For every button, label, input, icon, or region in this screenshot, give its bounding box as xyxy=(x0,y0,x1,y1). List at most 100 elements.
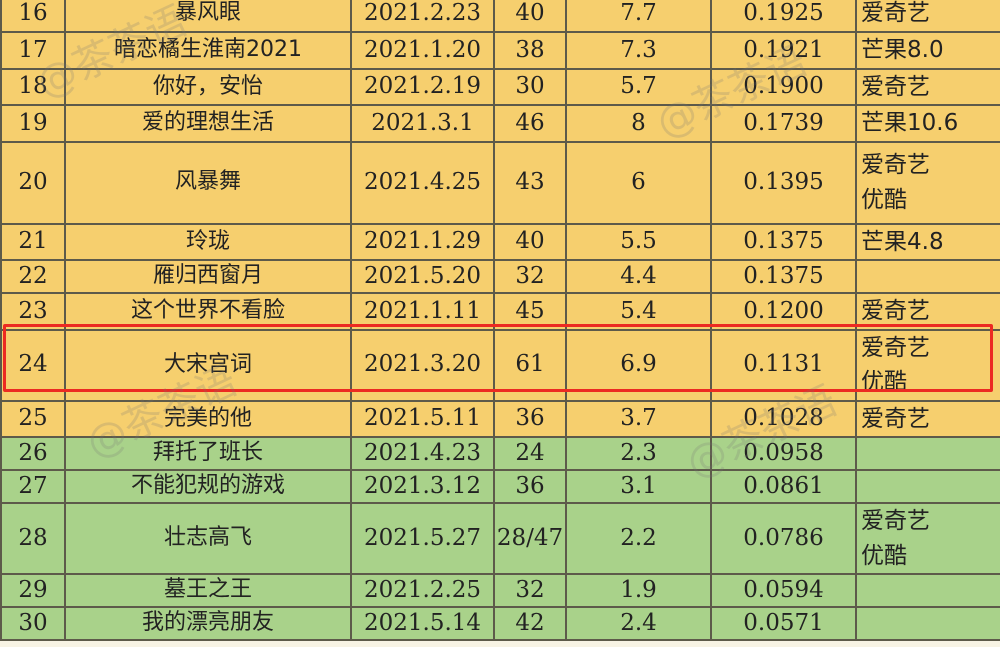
ratio-cell: 0.1375 xyxy=(710,259,857,294)
platform-label: 爱奇艺 xyxy=(861,298,930,324)
title-cell: 这个世界不看脸 xyxy=(64,292,352,331)
platform-cell xyxy=(855,259,1000,294)
rank-cell: 24 xyxy=(0,328,66,402)
table-row: 29 墓王之王 2021.2.25 32 1.9 0.0594 xyxy=(0,573,1000,608)
table-row: 17 暗恋橘生淮南2021 2021.1.20 38 7.3 0.1921 芒果8.0 xyxy=(0,31,1000,70)
table-row: 30 我的漂亮朋友 2021.5.14 42 2.4 0.0571 xyxy=(0,606,1000,641)
date-cell: 2021.2.19 xyxy=(350,67,495,106)
score-cell: 5.5 xyxy=(565,222,712,261)
title-cell: 雁归西窗月 xyxy=(64,259,352,294)
rank-cell: 28 xyxy=(0,502,66,575)
ratio-cell: 0.1028 xyxy=(710,399,857,438)
score-cell: 2.3 xyxy=(565,436,712,471)
platform-cell: 爱奇艺 xyxy=(855,399,1000,438)
title-cell: 大宋宫词 xyxy=(64,328,352,402)
title-cell: 暴风眼 xyxy=(64,0,352,33)
table-row: 25 完美的他 2021.5.11 36 3.7 0.1028 爱奇艺 xyxy=(0,399,1000,438)
date-cell: 2021.3.1 xyxy=(350,104,495,143)
date-cell: 2021.1.11 xyxy=(350,292,495,331)
platform-label: 爱奇艺 xyxy=(861,73,930,100)
platform-cell: 爱奇艺 优酷 xyxy=(855,328,1000,402)
platform-cell xyxy=(855,436,1000,471)
platform-label: 爱奇艺 xyxy=(861,0,930,27)
ratio-cell: 0.1395 xyxy=(710,140,857,225)
table-row: 16 暴风眼 2021.2.23 40 7.7 0.1925 爱奇艺 xyxy=(0,0,1000,33)
date-cell: 2021.5.20 xyxy=(350,259,495,294)
episodes-cell: 46 xyxy=(493,104,567,143)
title-cell: 壮志高飞 xyxy=(64,502,352,575)
ratio-cell: 0.1200 xyxy=(710,292,857,331)
platform-label: 芒果8.0 xyxy=(861,37,944,63)
platform-label: 优酷 xyxy=(861,542,907,569)
title-cell: 我的漂亮朋友 xyxy=(64,606,352,641)
ratio-cell: 0.0786 xyxy=(710,502,857,575)
score-cell: 5.7 xyxy=(565,67,712,106)
platform-label: 爱奇艺 xyxy=(861,334,930,361)
rank-cell: 19 xyxy=(0,104,66,143)
date-cell: 2021.4.25 xyxy=(350,140,495,225)
ratio-cell: 0.1739 xyxy=(710,104,857,143)
rank-cell: 25 xyxy=(0,399,66,438)
table-row: 19 爱的理想生活 2021.3.1 46 8 0.1739 芒果10.6 xyxy=(0,104,1000,143)
episodes-cell: 40 xyxy=(493,222,567,261)
episodes-cell: 42 xyxy=(493,606,567,641)
score-cell: 3.7 xyxy=(565,399,712,438)
ratio-cell: 0.1925 xyxy=(710,0,857,33)
date-cell: 2021.4.23 xyxy=(350,436,495,471)
score-cell: 7.3 xyxy=(565,31,712,70)
platform-cell: 芒果4.8 xyxy=(855,222,1000,261)
episodes-cell: 36 xyxy=(493,399,567,438)
score-cell: 2.2 xyxy=(565,502,712,575)
rank-cell: 17 xyxy=(0,31,66,70)
table-row: 23 这个世界不看脸 2021.1.11 45 5.4 0.1200 爱奇艺 xyxy=(0,292,1000,331)
platform-cell: 爱奇艺 xyxy=(855,0,1000,33)
platform-cell: 爱奇艺 优酷 xyxy=(855,502,1000,575)
title-cell: 完美的他 xyxy=(64,399,352,438)
ratio-cell: 0.0594 xyxy=(710,573,857,608)
table-row: 18 你好，安怡 2021.2.19 30 5.7 0.1900 爱奇艺 xyxy=(0,67,1000,106)
episodes-cell: 24 xyxy=(493,436,567,471)
table-row: 20 风暴舞 2021.4.25 43 6 0.1395 爱奇艺 优酷 xyxy=(0,140,1000,225)
date-cell: 2021.5.14 xyxy=(350,606,495,641)
platform-cell: 爱奇艺 优酷 xyxy=(855,140,1000,225)
score-cell: 6 xyxy=(565,140,712,225)
score-cell: 5.4 xyxy=(565,292,712,331)
date-cell: 2021.2.23 xyxy=(350,0,495,33)
title-cell: 拜托了班长 xyxy=(64,436,352,471)
table-row: 21 玲珑 2021.1.29 40 5.5 0.1375 芒果4.8 xyxy=(0,222,1000,261)
date-cell: 2021.3.12 xyxy=(350,469,495,504)
platform-cell: 爱奇艺 xyxy=(855,292,1000,331)
ratio-cell: 0.0571 xyxy=(710,606,857,641)
score-cell: 3.1 xyxy=(565,469,712,504)
ratio-cell: 0.0861 xyxy=(710,469,857,504)
rank-cell: 18 xyxy=(0,67,66,106)
score-cell: 2.4 xyxy=(565,606,712,641)
title-cell: 不能犯规的游戏 xyxy=(64,469,352,504)
title-cell: 爱的理想生活 xyxy=(64,104,352,143)
episodes-cell: 36 xyxy=(493,469,567,504)
episodes-cell: 38 xyxy=(493,31,567,70)
rank-cell: 22 xyxy=(0,259,66,294)
ratio-cell: 0.1375 xyxy=(710,222,857,261)
table-row: 22 雁归西窗月 2021.5.20 32 4.4 0.1375 xyxy=(0,259,1000,294)
episodes-cell: 61 xyxy=(493,328,567,402)
episodes-cell: 40 xyxy=(493,0,567,33)
table-row: 24 大宋宫词 2021.3.20 61 6.9 0.1131 爱奇艺 优酷 xyxy=(0,328,1000,402)
episodes-cell: 28/47 xyxy=(493,502,567,575)
rank-cell: 20 xyxy=(0,140,66,225)
platform-label: 优酷 xyxy=(861,369,907,395)
platform-label: 芒果10.6 xyxy=(861,110,959,136)
episodes-cell: 30 xyxy=(493,67,567,106)
date-cell: 2021.5.11 xyxy=(350,399,495,438)
title-cell: 你好，安怡 xyxy=(64,67,352,106)
date-cell: 2021.1.20 xyxy=(350,31,495,70)
rank-cell: 21 xyxy=(0,222,66,261)
platform-label: 爱奇艺 xyxy=(861,405,930,432)
platform-label: 爱奇艺 xyxy=(861,152,930,178)
platform-cell: 芒果8.0 xyxy=(855,31,1000,70)
rank-cell: 26 xyxy=(0,436,66,471)
date-cell: 2021.3.20 xyxy=(350,328,495,402)
date-cell: 2021.2.25 xyxy=(350,573,495,608)
